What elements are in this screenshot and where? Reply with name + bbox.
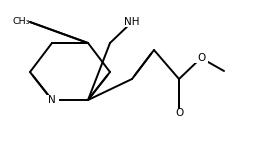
Text: NH: NH xyxy=(124,17,140,27)
Text: N: N xyxy=(48,95,56,105)
Text: CH₃: CH₃ xyxy=(13,18,30,27)
Bar xyxy=(45,95,59,105)
Bar xyxy=(125,17,139,27)
Bar xyxy=(194,53,208,63)
Text: O: O xyxy=(197,53,205,63)
Text: O: O xyxy=(175,108,183,118)
